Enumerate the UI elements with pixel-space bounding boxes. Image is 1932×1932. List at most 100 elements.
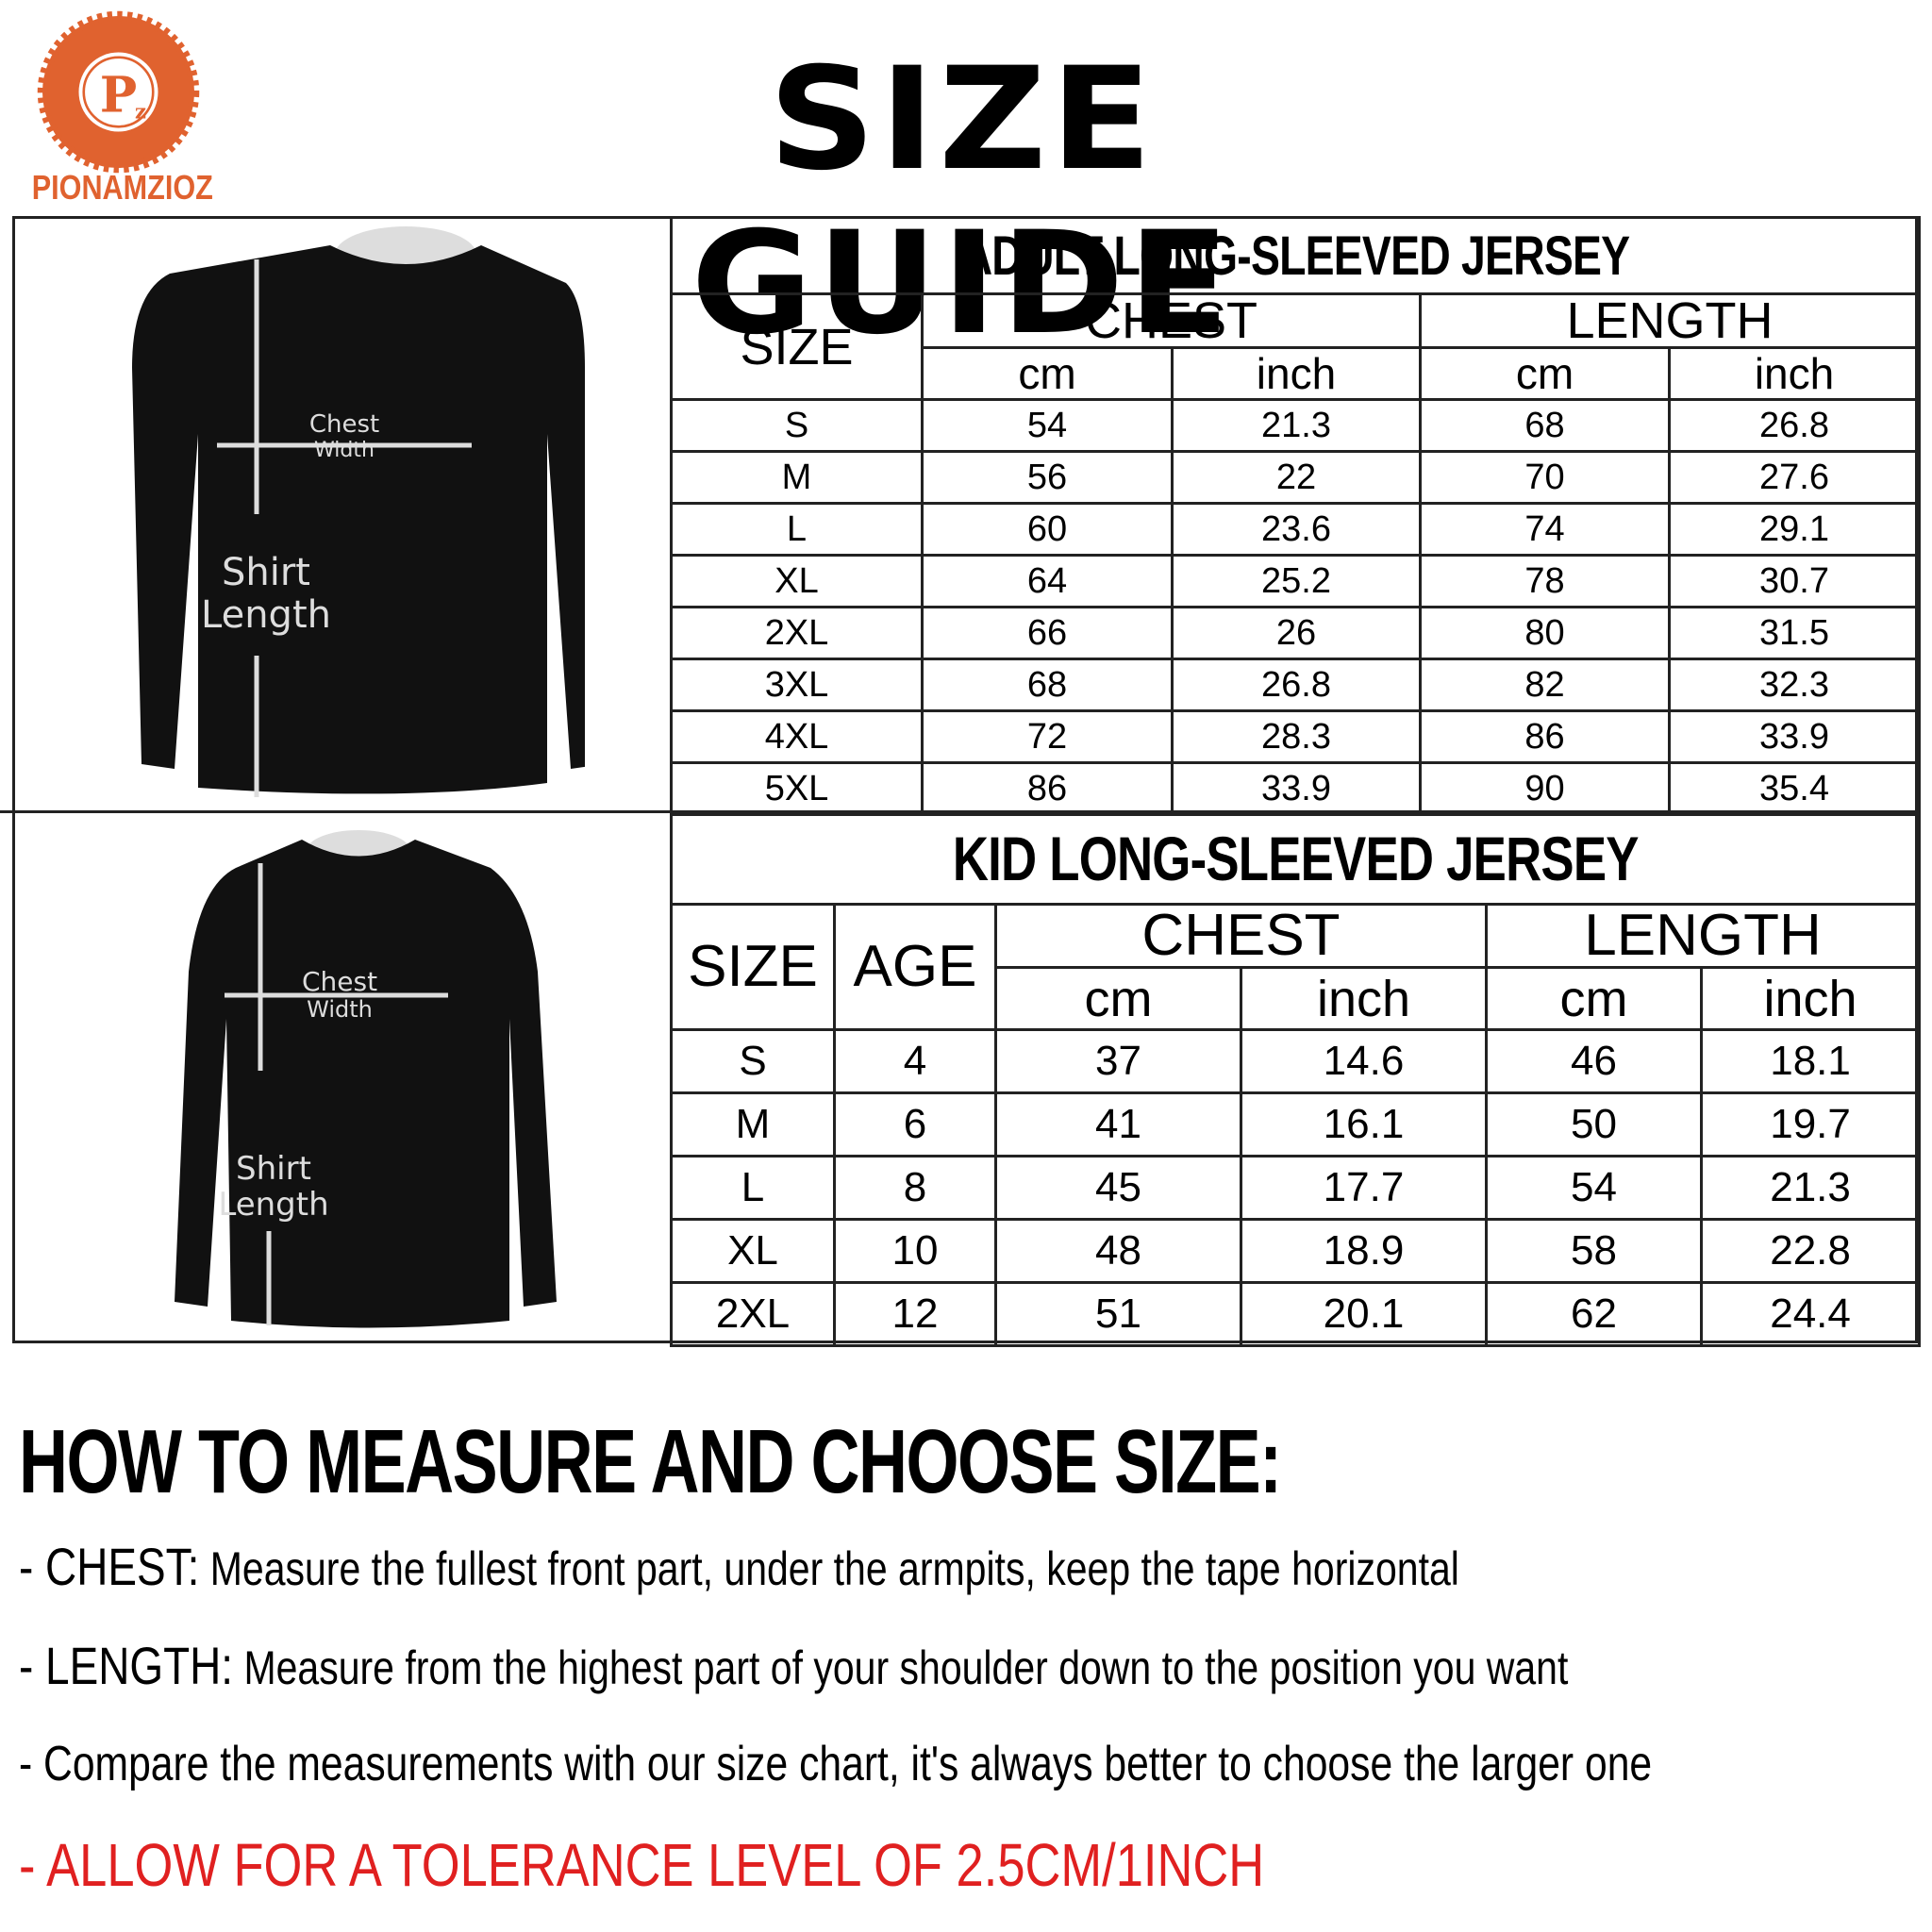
table-cell: L	[670, 502, 924, 557]
table-cell: 29.1	[1667, 502, 1922, 557]
divider	[0, 810, 670, 813]
table-row: XL 10 48 18.9 58 22.8	[670, 1218, 1922, 1284]
kid-size-table: KID LONG-SLEEVED JERSEY SIZE AGE CHEST LENG…	[669, 810, 1922, 1347]
brand-logo: P z	[37, 10, 200, 174]
table-cell: 70	[1419, 450, 1671, 505]
inch-header: inch	[1667, 346, 1922, 401]
howto-heading: HOW TO MEASURE AND CHOOSE SIZE:	[19, 1411, 1282, 1512]
table-cell: 35.4	[1667, 761, 1922, 816]
compare-instruction: - Compare the measurements with our size…	[19, 1737, 1653, 1791]
table-cell: 78	[1419, 554, 1671, 608]
size-header: SIZE	[670, 903, 836, 1031]
chest-label: Chest	[302, 966, 377, 997]
table-row: 3XL 68 26.8 82 32.3	[670, 658, 1922, 712]
table-cell: 86	[921, 761, 1174, 816]
table-cell: 48	[994, 1218, 1242, 1284]
chest-instruction-label: - CHEST:	[19, 1537, 200, 1596]
table-cell: S	[670, 1028, 836, 1094]
table-cell: XL	[670, 1218, 836, 1284]
table-cell: 58	[1485, 1218, 1703, 1284]
kid-shirt-image: Chest Width Shirt Length	[175, 830, 557, 1328]
table-cell: 23.6	[1171, 502, 1422, 557]
table-cell: 22.8	[1699, 1218, 1922, 1284]
table-cell: 31.5	[1667, 606, 1922, 660]
table-cell: M	[670, 450, 924, 505]
table-cell: 5XL	[670, 761, 924, 816]
table-cell: 8	[833, 1155, 997, 1221]
table-cell: 26.8	[1171, 658, 1422, 712]
table-cell: 16.1	[1240, 1091, 1488, 1158]
table-cell: XL	[670, 554, 924, 608]
table-cell: 54	[1485, 1155, 1703, 1221]
chest-label: Chest	[309, 410, 379, 439]
table-cell: 21.3	[1699, 1155, 1922, 1221]
table-cell: 86	[1419, 709, 1671, 764]
table-cell: 26.8	[1667, 398, 1922, 453]
table-cell: 50	[1485, 1091, 1703, 1158]
table-row: M 56 22 70 27.6	[670, 450, 1922, 505]
table-cell: 4XL	[670, 709, 924, 764]
length-header: LENGTH	[1418, 292, 1922, 349]
table-cell: 33.9	[1667, 709, 1922, 764]
table-cell: 37	[994, 1028, 1242, 1094]
width-label: Width	[307, 996, 373, 1023]
table-row: S 4 37 14.6 46 18.1	[670, 1028, 1922, 1094]
table-cell: 56	[921, 450, 1174, 505]
table-cell: 24.4	[1699, 1281, 1922, 1347]
table-cell: 10	[833, 1218, 997, 1284]
length-instruction: - LENGTH: Measure from the highest part …	[19, 1635, 1568, 1696]
table-cell: 72	[921, 709, 1174, 764]
tolerance-note: - ALLOW FOR A TOLERANCE LEVEL OF 2.5CM/1…	[19, 1831, 1265, 1899]
table-cell: 22	[1171, 450, 1422, 505]
chest-instruction: - CHEST: Measure the fullest front part,…	[19, 1536, 1459, 1597]
table-cell: 80	[1419, 606, 1671, 660]
table-cell: 2XL	[670, 1281, 836, 1347]
table-cell: 66	[921, 606, 1174, 660]
table-cell: 26	[1171, 606, 1422, 660]
table-cell: 51	[994, 1281, 1242, 1347]
table-cell: 20.1	[1240, 1281, 1488, 1347]
table-row: 2XL 66 26 80 31.5	[670, 606, 1922, 660]
adult-table-title: ADULT LONG-SLEEVED JERSEY	[669, 216, 1922, 295]
table-cell: 60	[921, 502, 1174, 557]
table-row: 5XL 86 33.9 90 35.4	[670, 761, 1922, 816]
table-cell: 33.9	[1171, 761, 1422, 816]
table-cell: 2XL	[670, 606, 924, 660]
table-cell: 64	[921, 554, 1174, 608]
table-cell: 21.3	[1171, 398, 1422, 453]
chest-header: CHEST	[921, 292, 1422, 349]
table-cell: 45	[994, 1155, 1242, 1221]
kid-table-title: KID LONG-SLEEVED JERSEY	[669, 810, 1922, 906]
table-row: 2XL 12 51 20.1 62 24.4	[670, 1281, 1922, 1347]
table-row: M 6 41 16.1 50 19.7	[670, 1091, 1922, 1158]
table-cell: 46	[1485, 1028, 1703, 1094]
inch-header: inch	[1240, 966, 1488, 1031]
inch-header: inch	[1171, 346, 1422, 401]
table-cell: 12	[833, 1281, 997, 1347]
table-cell: 4	[833, 1028, 997, 1094]
shirt-label: Shirt	[236, 1150, 311, 1188]
table-cell: L	[670, 1155, 836, 1221]
table-cell: 54	[921, 398, 1174, 453]
table-cell: 17.7	[1240, 1155, 1488, 1221]
table-cell: 68	[921, 658, 1174, 712]
table-cell: 27.6	[1667, 450, 1922, 505]
table-cell: 25.2	[1171, 554, 1422, 608]
cm-header: cm	[1485, 966, 1703, 1031]
table-cell: 18.1	[1699, 1028, 1922, 1094]
cm-header: cm	[1419, 346, 1671, 401]
table-cell: S	[670, 398, 924, 453]
table-cell: 62	[1485, 1281, 1703, 1347]
length-label: Length	[201, 593, 331, 637]
table-cell: 30.7	[1667, 554, 1922, 608]
table-cell: 28.3	[1171, 709, 1422, 764]
width-label: Width	[314, 439, 375, 462]
table-cell: 68	[1419, 398, 1671, 453]
shirt-label: Shirt	[222, 551, 310, 594]
chest-header: CHEST	[994, 903, 1488, 969]
table-cell: 41	[994, 1091, 1242, 1158]
brand-name: PIONAMZIOZ	[31, 168, 213, 207]
table-row: XL 64 25.2 78 30.7	[670, 554, 1922, 608]
adult-shirt-image: Chest Width Shirt Length	[132, 226, 585, 797]
size-header: SIZE	[670, 292, 924, 401]
